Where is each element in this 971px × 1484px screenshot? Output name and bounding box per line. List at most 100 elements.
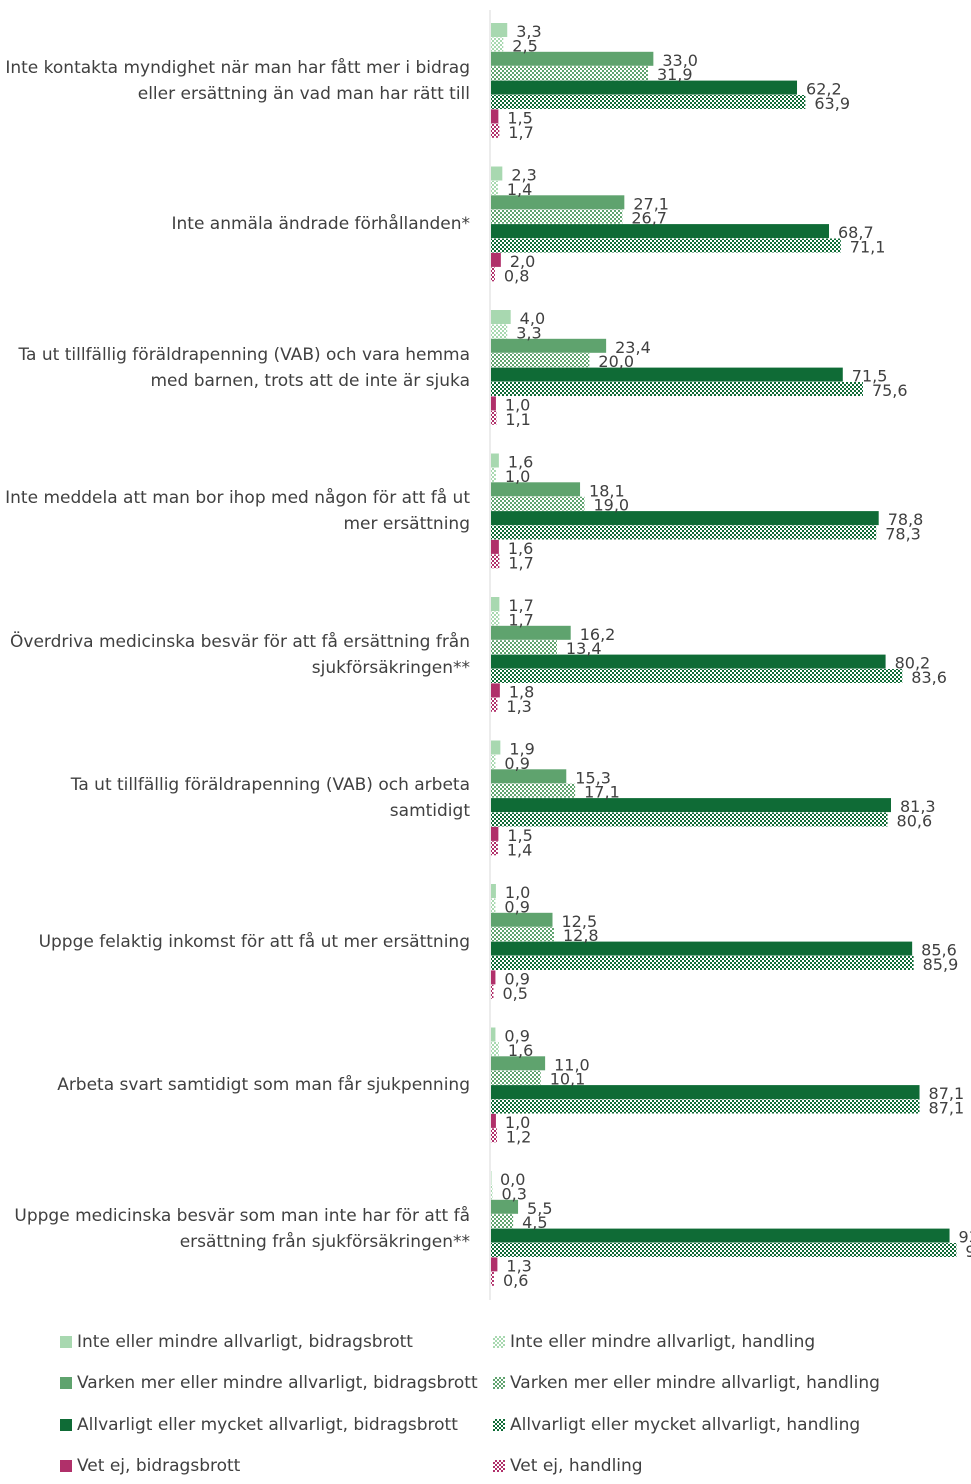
data-label-1-4: 31,9: [657, 65, 693, 84]
legend-item: Vet ej, bidragsbrott: [60, 1456, 240, 1476]
data-label-5-8: 1,3: [506, 697, 531, 716]
data-label-7-5: 85,6: [921, 941, 957, 960]
bar-9-8: [491, 1271, 494, 1286]
bar-4-8: [491, 554, 500, 569]
data-label-3-3: 23,4: [615, 338, 651, 357]
legend-label: Varken mer eller mindre allvarligt, bidr…: [77, 1373, 478, 1393]
data-label-9-4: 4,5: [522, 1213, 547, 1232]
value-labels-group: 3,32,533,031,962,263,91,51,72,31,427,126…: [500, 22, 971, 1290]
legend-label: Allvarligt eller mycket allvarligt, bidr…: [77, 1415, 458, 1435]
bar-5-3: [491, 625, 571, 640]
data-label-1-1: 3,3: [516, 22, 541, 41]
data-label-6-5: 81,3: [900, 797, 936, 816]
bar-9-6: [491, 1243, 957, 1257]
data-label-4-2: 1,0: [505, 467, 530, 486]
data-label-5-4: 13,4: [566, 639, 602, 658]
bar-9-7: [491, 1257, 498, 1272]
category-label: Inte kontakta myndighet när man har fått…: [5, 57, 470, 104]
legend-swatch: [60, 1460, 72, 1472]
bar-7-4: [491, 927, 554, 942]
bar-8-8: [491, 1128, 497, 1143]
bar-1-4: [491, 66, 648, 81]
category-label: Inte meddela att man bor ihop med någon …: [5, 488, 470, 535]
bar-5-6: [491, 669, 903, 683]
data-label-2-8: 0,8: [504, 266, 529, 285]
bar-8-5: [491, 1085, 920, 1100]
bar-1-5: [491, 80, 798, 95]
legend-label: Varken mer eller mindre allvarligt, hand…: [510, 1373, 880, 1393]
data-label-8-6: 87,1: [929, 1099, 965, 1118]
bar-7-1: [491, 884, 496, 898]
bar-3-8: [491, 410, 497, 425]
data-label-1-5: 62,2: [806, 80, 842, 99]
data-label-1-3: 33,0: [662, 51, 698, 70]
bar-5-8: [491, 697, 498, 712]
legend-item: Allvarligt eller mycket allvarligt, bidr…: [60, 1415, 458, 1435]
data-label-4-5: 78,8: [888, 510, 924, 529]
bar-4-3: [491, 482, 581, 497]
legend-item: Varken mer eller mindre allvarligt, bidr…: [60, 1373, 478, 1393]
bar-7-5: [491, 941, 913, 956]
legend-item: Vet ej, handling: [493, 1456, 643, 1476]
data-label-6-8: 1,4: [507, 840, 532, 859]
bar-7-8: [491, 984, 494, 999]
bar-3-4: [491, 353, 590, 368]
data-label-3-1: 4,0: [520, 309, 545, 328]
legend-item: Inte eller mindre allvarligt, bidragsbro…: [60, 1332, 413, 1352]
data-label-1-2: 2,5: [512, 36, 537, 55]
bar-8-2: [491, 1041, 499, 1056]
bar-6-5: [491, 798, 891, 813]
bar-7-3: [491, 912, 553, 927]
bar-5-7: [491, 683, 500, 698]
data-label-2-7: 2,0: [510, 252, 535, 271]
data-label-7-1: 1,0: [505, 883, 530, 902]
bar-1-6: [491, 95, 806, 109]
data-label-9-2: 0,3: [501, 1184, 526, 1203]
data-label-2-3: 27,1: [633, 194, 669, 213]
bar-2-1: [491, 166, 503, 181]
data-label-6-3: 15,3: [575, 768, 611, 787]
bar-2-7: [491, 252, 501, 267]
bar-4-1: [491, 453, 499, 468]
data-label-1-7: 1,5: [507, 108, 532, 127]
data-label-9-6: 94,6: [965, 1242, 971, 1261]
bar-6-8: [491, 841, 498, 856]
data-label-8-8: 1,2: [506, 1127, 531, 1146]
data-label-5-7: 1,8: [509, 682, 534, 701]
category-label: Ta ut tillfällig föräldrapenning (VAB) o…: [70, 775, 470, 822]
legend-item: Varken mer eller mindre allvarligt, hand…: [493, 1373, 880, 1393]
legend-label: Vet ej, handling: [510, 1456, 643, 1476]
bar-5-2: [491, 611, 500, 626]
data-label-9-8: 0,6: [503, 1271, 528, 1290]
bar-3-7: [491, 396, 496, 411]
bar-3-1: [491, 310, 511, 324]
data-label-5-6: 83,6: [911, 668, 947, 687]
bar-2-2: [491, 180, 498, 195]
data-label-6-2: 0,9: [504, 754, 529, 773]
data-label-3-7: 1,0: [505, 395, 530, 414]
data-label-6-1: 1,9: [509, 740, 534, 759]
data-label-8-4: 10,1: [550, 1070, 586, 1089]
bar-2-6: [491, 238, 841, 253]
data-label-9-1: 0,0: [500, 1170, 525, 1189]
category-label: Överdriva medicinska besvär för att få e…: [10, 631, 470, 678]
data-label-7-4: 12,8: [563, 926, 599, 945]
data-label-2-1: 2,3: [511, 166, 536, 185]
bar-8-3: [491, 1056, 546, 1071]
data-label-4-6: 78,3: [885, 525, 921, 544]
legend-swatch: [60, 1336, 72, 1348]
bar-6-1: [491, 740, 501, 755]
bar-2-8: [491, 267, 495, 282]
bar-2-3: [491, 195, 625, 210]
legend-item: Inte eller mindre allvarligt, handling: [493, 1332, 815, 1352]
data-label-7-6: 85,9: [923, 955, 959, 974]
data-label-3-4: 20,0: [598, 352, 634, 371]
bar-3-6: [491, 382, 863, 396]
category-label: Uppge medicinska besvär som man inte har…: [14, 1205, 470, 1252]
bar-9-3: [491, 1199, 519, 1214]
bar-6-4: [491, 783, 576, 798]
legend-swatch: [493, 1336, 505, 1348]
bar-4-2: [491, 467, 496, 482]
data-label-6-4: 17,1: [584, 783, 620, 802]
data-label-4-4: 19,0: [593, 496, 629, 515]
